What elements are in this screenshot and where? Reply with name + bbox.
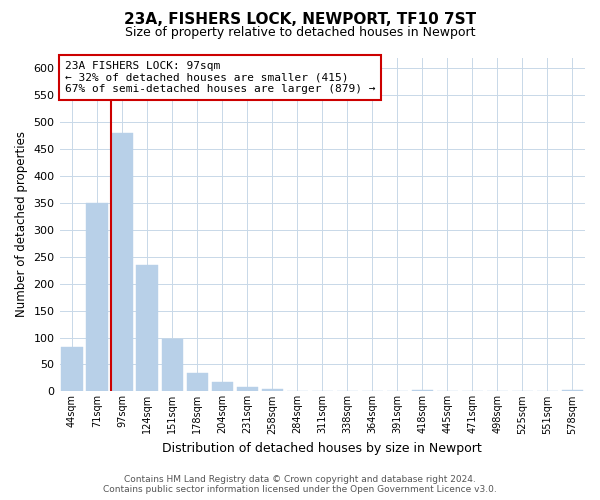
- X-axis label: Distribution of detached houses by size in Newport: Distribution of detached houses by size …: [163, 442, 482, 455]
- Bar: [112, 133, 133, 392]
- Bar: [562, 390, 583, 392]
- Bar: [187, 372, 208, 392]
- Text: 23A FISHERS LOCK: 97sqm
← 32% of detached houses are smaller (415)
67% of semi-d: 23A FISHERS LOCK: 97sqm ← 32% of detache…: [65, 61, 375, 94]
- Bar: [136, 265, 158, 392]
- Bar: [236, 387, 258, 392]
- Y-axis label: Number of detached properties: Number of detached properties: [15, 132, 28, 318]
- Text: Contains HM Land Registry data © Crown copyright and database right 2024.
Contai: Contains HM Land Registry data © Crown c…: [103, 474, 497, 494]
- Bar: [412, 390, 433, 392]
- Bar: [86, 203, 108, 392]
- Bar: [161, 339, 183, 392]
- Text: 23A, FISHERS LOCK, NEWPORT, TF10 7ST: 23A, FISHERS LOCK, NEWPORT, TF10 7ST: [124, 12, 476, 28]
- Bar: [61, 346, 83, 392]
- Bar: [262, 388, 283, 392]
- Bar: [212, 382, 233, 392]
- Text: Size of property relative to detached houses in Newport: Size of property relative to detached ho…: [125, 26, 475, 39]
